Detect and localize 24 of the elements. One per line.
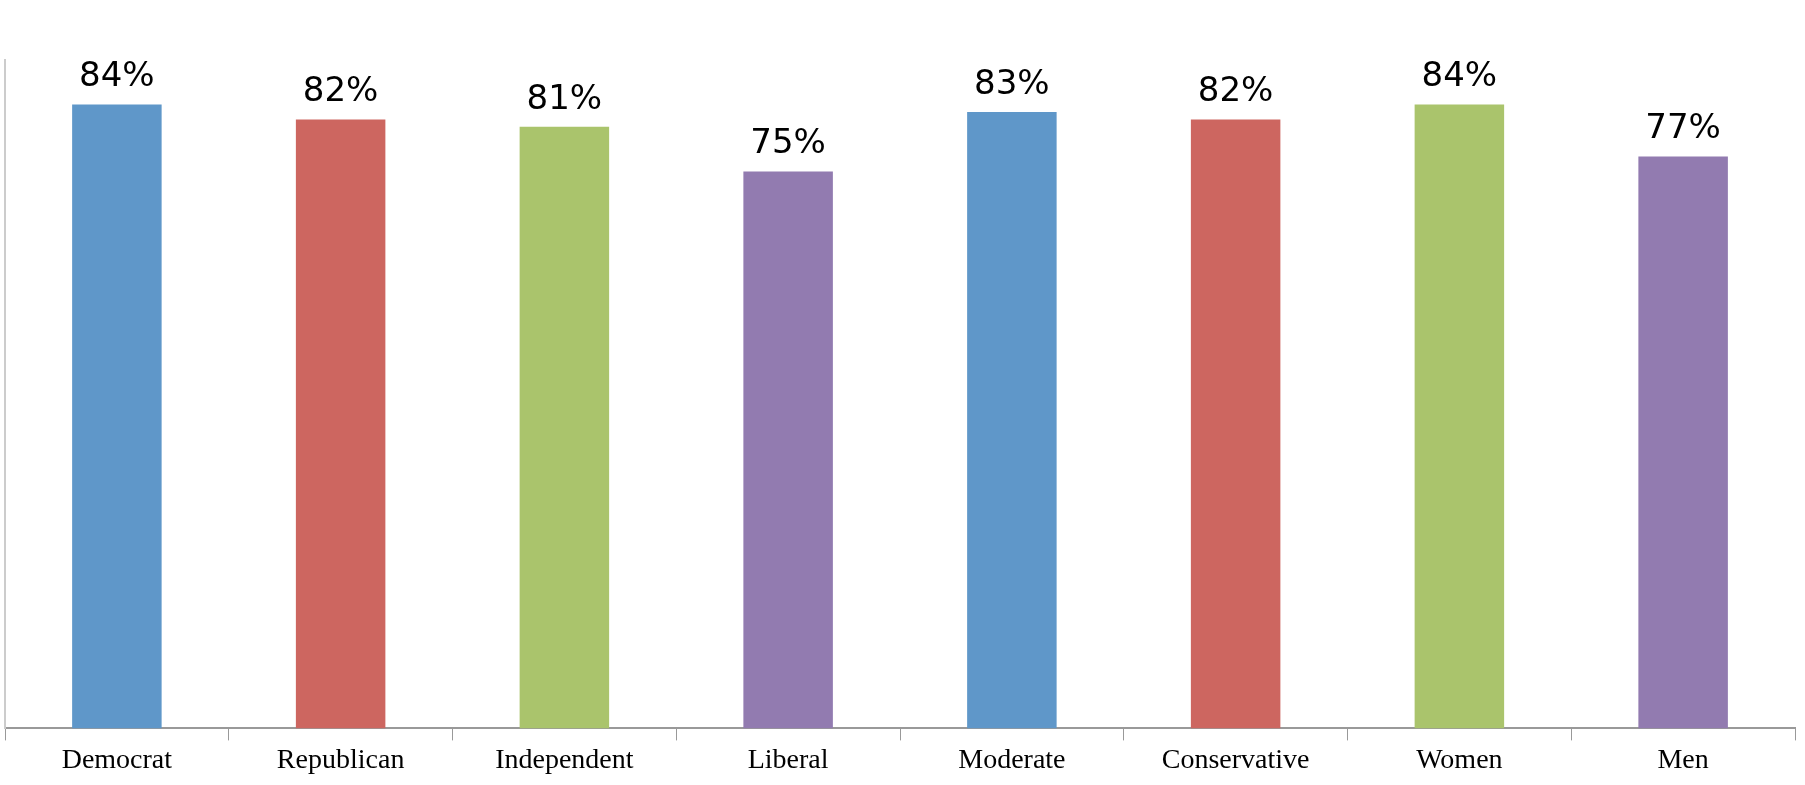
data-label: 75%	[750, 121, 826, 162]
x-tick-label: Democrat	[61, 742, 173, 774]
data-label: 82%	[1197, 69, 1274, 110]
x-tick-label: Conservative	[1161, 742, 1310, 774]
bar	[1414, 104, 1505, 729]
bar	[1638, 156, 1728, 729]
data-label: 84%	[79, 54, 155, 95]
x-tick-label: Liberal	[747, 742, 829, 774]
data-label: 83%	[974, 61, 1050, 102]
data-label: 84%	[1421, 54, 1498, 95]
x-tick-label: Women	[1416, 742, 1503, 774]
bar	[519, 126, 610, 729]
bar	[72, 104, 162, 729]
bar	[743, 171, 833, 729]
x-tick-label: Republican	[276, 742, 405, 774]
bar	[967, 111, 1057, 729]
bar	[295, 119, 386, 729]
data-label: 82%	[302, 69, 379, 110]
x-tick-label: Men	[1657, 742, 1709, 774]
data-label: 81%	[526, 76, 603, 117]
x-tick-label: Moderate	[958, 742, 1066, 774]
data-label: 77%	[1645, 106, 1721, 147]
x-tick-label: Independent	[495, 742, 634, 774]
bar	[1190, 119, 1281, 729]
